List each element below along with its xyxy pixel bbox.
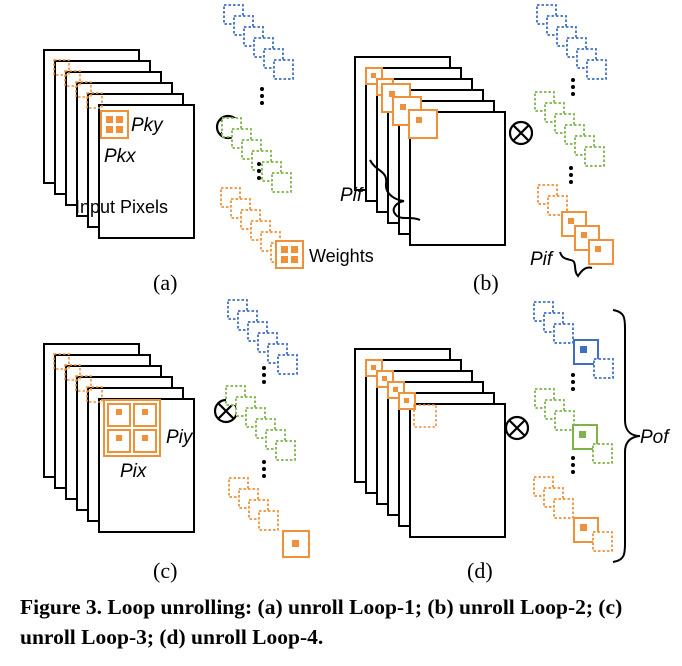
pkx-label: Pkx <box>104 146 137 167</box>
active-pixel-units <box>365 359 437 428</box>
panel-d: Pof (d) <box>354 301 670 583</box>
convolution-operator-icon <box>508 120 534 146</box>
weights-chain <box>225 299 310 558</box>
panel-c-sublabel: (c) <box>153 558 177 583</box>
panel-a-sublabel: (a) <box>153 270 177 295</box>
panel-b: Pif Pif (b) <box>340 4 614 295</box>
weights-chain <box>534 4 614 265</box>
weights-green-chain <box>534 388 613 464</box>
kernel-window-icon <box>100 110 129 139</box>
pix-label: Pix <box>120 461 148 482</box>
weights-orange-chain <box>537 184 614 265</box>
panel-b-sublabel: (b) <box>473 270 499 295</box>
weights-chain <box>533 301 614 552</box>
pif-weights-label: Pif <box>530 249 554 270</box>
pif-brace <box>369 159 421 221</box>
piy-label: Piy <box>166 427 194 448</box>
active-pixel-units <box>365 67 438 139</box>
pof-label: Pof <box>640 427 670 448</box>
panel-c: Piy Pix (c) <box>43 299 310 583</box>
weights-label: Weights <box>309 246 374 266</box>
pif-weights-brace <box>559 251 593 278</box>
pixel-window-grid <box>103 399 161 457</box>
pky-label: Pky <box>131 115 164 136</box>
weights-blue-chain <box>533 301 614 379</box>
panel-a: Pky Pkx Input Pixels Weights (a) <box>43 4 374 295</box>
figure-caption: Figure 3. Loop unrolling: (a) unroll Loo… <box>20 595 623 649</box>
weights-orange-chain <box>533 476 613 552</box>
weights-kernel-icon <box>275 240 304 269</box>
pif-image-label: Pif <box>340 185 364 206</box>
input-pixels-label: Input Pixels <box>75 197 168 217</box>
panel-d-sublabel: (d) <box>467 558 493 583</box>
pof-brace <box>612 309 641 563</box>
weights-orange-chain <box>228 477 310 558</box>
weights-chain <box>220 4 304 269</box>
convolution-operator-icon <box>504 415 530 441</box>
